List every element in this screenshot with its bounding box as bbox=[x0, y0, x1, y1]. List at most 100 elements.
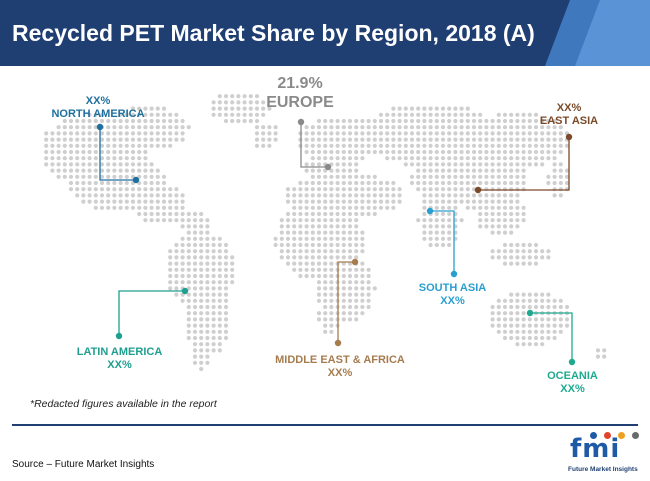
map-dot bbox=[502, 187, 508, 192]
map-dot bbox=[509, 292, 514, 297]
map-dot bbox=[347, 230, 353, 235]
map-dot bbox=[180, 249, 185, 254]
map-dot bbox=[527, 125, 532, 130]
map-dot bbox=[490, 143, 495, 148]
map-dot bbox=[174, 125, 179, 130]
map-dot bbox=[515, 205, 520, 210]
map-dot bbox=[521, 304, 526, 310]
map-dot bbox=[558, 180, 563, 186]
map-dot bbox=[478, 193, 483, 198]
map-dot bbox=[304, 149, 309, 155]
map-dot bbox=[217, 100, 222, 105]
map-dot bbox=[99, 187, 105, 192]
map-dot bbox=[329, 211, 334, 217]
map-dot bbox=[329, 168, 334, 173]
map-dot bbox=[509, 162, 514, 167]
map-dot bbox=[502, 199, 508, 204]
map-dot bbox=[459, 149, 464, 155]
map-dot bbox=[168, 286, 173, 291]
map-dot bbox=[403, 118, 408, 124]
map-dot bbox=[360, 118, 365, 124]
map-dot bbox=[279, 230, 284, 235]
map-dot bbox=[354, 273, 359, 279]
map-dot bbox=[118, 193, 123, 198]
map-dot bbox=[130, 143, 136, 148]
map-dot bbox=[99, 174, 105, 179]
map-dot bbox=[329, 230, 334, 235]
map-dot bbox=[465, 174, 470, 179]
map-dot bbox=[192, 292, 198, 297]
map-dot bbox=[155, 125, 160, 130]
map-dot bbox=[434, 118, 439, 124]
map-dot bbox=[143, 180, 148, 186]
map-dot bbox=[347, 193, 353, 198]
map-dot bbox=[124, 137, 129, 142]
map-dot bbox=[168, 211, 173, 217]
map-dot bbox=[434, 174, 439, 179]
map-dot bbox=[360, 174, 365, 179]
map-dot bbox=[564, 180, 570, 186]
map-dot bbox=[329, 317, 334, 322]
map-dot bbox=[186, 335, 191, 341]
map-dot bbox=[205, 304, 210, 310]
map-dot bbox=[106, 193, 111, 198]
map-dot bbox=[149, 205, 154, 210]
map-dot bbox=[385, 199, 390, 204]
map-dot bbox=[478, 118, 483, 124]
map-dot bbox=[44, 162, 49, 167]
map-dot bbox=[422, 187, 427, 192]
map-dot bbox=[558, 187, 563, 192]
map-dot bbox=[180, 193, 185, 198]
map-dot bbox=[335, 249, 340, 254]
map-dot bbox=[521, 335, 526, 341]
map-dot bbox=[62, 156, 67, 161]
map-dot bbox=[552, 149, 557, 155]
map-dot bbox=[490, 317, 495, 322]
map-dot bbox=[323, 118, 328, 124]
map-dot bbox=[81, 174, 86, 179]
map-dot bbox=[490, 230, 495, 235]
map-dot bbox=[143, 149, 148, 155]
map-dot bbox=[465, 205, 470, 210]
map-dot bbox=[459, 156, 464, 161]
map-dot bbox=[211, 242, 216, 248]
map-dot bbox=[75, 143, 80, 148]
map-dot bbox=[527, 342, 532, 347]
map-dot bbox=[403, 149, 408, 155]
map-dot bbox=[471, 168, 477, 173]
map-dot bbox=[211, 348, 216, 353]
map-dot bbox=[509, 298, 514, 303]
map-dot bbox=[440, 156, 446, 161]
map-dot bbox=[372, 137, 377, 142]
map-dot bbox=[192, 242, 198, 248]
map-dot bbox=[496, 311, 501, 316]
map-dot bbox=[354, 149, 359, 155]
map-dot bbox=[143, 143, 148, 148]
map-dot bbox=[378, 143, 384, 148]
map-dot bbox=[217, 112, 222, 117]
map-dot bbox=[323, 273, 328, 279]
map-dot bbox=[459, 187, 464, 192]
map-dot bbox=[168, 218, 173, 223]
map-dot bbox=[428, 149, 433, 155]
map-dot bbox=[230, 94, 235, 99]
map-dot bbox=[87, 199, 92, 204]
map-dot bbox=[347, 118, 353, 124]
map-dot bbox=[341, 211, 346, 217]
map-dot bbox=[540, 342, 545, 347]
map-dot bbox=[329, 267, 334, 272]
map-dot bbox=[447, 242, 452, 248]
map-dot bbox=[496, 193, 501, 198]
map-dot bbox=[546, 180, 551, 186]
map-dot bbox=[521, 211, 526, 217]
map-dot bbox=[409, 125, 415, 130]
map-dot bbox=[161, 137, 167, 142]
map-dot bbox=[478, 205, 483, 210]
map-dot bbox=[168, 125, 173, 130]
map-dot bbox=[341, 125, 346, 130]
map-dot bbox=[106, 162, 111, 167]
map-dot bbox=[546, 317, 551, 322]
map-dot bbox=[217, 286, 222, 291]
map-dot bbox=[422, 199, 427, 204]
marker-middle-east-africa-label bbox=[334, 339, 342, 347]
